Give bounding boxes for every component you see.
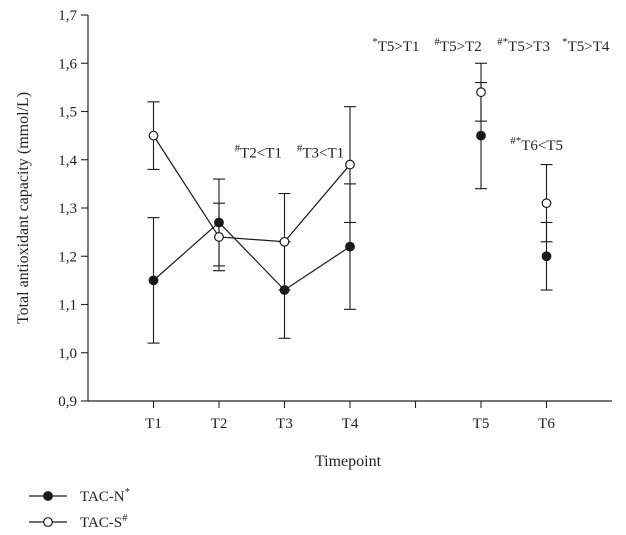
y-tick-label: 1,1 [58,298,77,314]
data-point-tac-s-t2 [214,232,224,242]
annotation-mark: # [235,142,241,154]
legend-label: TAC-S# [80,512,128,531]
data-point-tac-s-t1 [148,130,159,141]
annotation-text: T3<T1 [302,145,344,161]
annotation-text: T5>T4 [568,39,610,55]
legend-item-tac-s: TAC-S# [29,512,128,531]
annotation-text: T5>T1 [378,39,420,55]
y-tick-label: 1,6 [58,56,77,72]
x-tick-label: T3 [276,416,293,432]
y-tick-label: 0,9 [58,394,77,410]
data-point-tac-n-t4 [345,241,355,252]
annotation-t5a: *T5>T1 [372,36,419,55]
data-point-tac-n-t1 [148,275,159,286]
legend-label: TAC-N* [80,486,130,505]
annotation-text: T6<T5 [521,138,563,154]
y-tick-label: 1,2 [58,249,77,265]
annotation-mark: #* [510,135,521,147]
legend: TAC-N* TAC-S# [29,486,130,531]
annotation-t5d: *T5>T4 [562,36,610,55]
y-tick-label: 1,4 [58,153,77,169]
annotations: #T2<T1 #T3<T1*T5>T1 #T5>T2 #*T5>T3 *T5>T4#*T… [235,36,610,161]
annotation-mark: # [297,142,303,154]
series-tac-s [147,62,553,291]
x-tick-label: T5 [473,416,490,432]
data-point-tac-s-t5 [476,87,486,98]
annotation-t6: #*T6<T5 [510,135,563,154]
annotation-t3: #T3<T1 [297,142,344,161]
legend-marker [43,517,53,527]
legend-marker [43,491,53,501]
annotation-mark: # [434,36,440,48]
x-tick-label: T6 [538,416,555,432]
y-tick-label: 1,0 [58,346,77,362]
x-axis-title: Timepoint [315,453,382,470]
data-point-tac-n-t5 [476,130,486,141]
annotation-mark: #* [497,36,508,48]
y-tick-label: 1,5 [58,105,77,121]
x-tick-label: T4 [342,416,359,432]
series-line [152,135,351,243]
legend-series-name: TAC-S [80,515,122,531]
y-tick-label: 1,3 [58,201,77,217]
annotation-mark: * [372,36,378,48]
data-point-tac-n-t6 [541,251,552,262]
annotation-t5b: #T5>T2 [434,36,481,55]
legend-superscript: # [122,512,128,524]
legend-item-tac-n: TAC-N* [29,486,130,505]
series-layer [147,62,553,344]
series-line [153,221,351,291]
data-point-tac-s-t6 [541,198,552,209]
legend-superscript: * [125,486,131,498]
annotation-text: T2<T1 [240,145,282,161]
x-tick-label: T2 [211,416,228,432]
annotation-text: T5>T3 [508,39,550,55]
annotation-t2: #T2<T1 [235,142,282,161]
data-point-tac-s-t4 [345,159,355,170]
annotation-mark: * [562,36,568,48]
axes: 0,9 1,0 1,1 1,2 1,3 1,4 1,5 1,6 1,7 T1 T2 T3 T4 T5 T6 T… [15,8,612,470]
y-tick-label: 1,7 [58,8,77,24]
annotation-t5c: #*T5>T3 [497,36,550,55]
x-tick-label: T1 [145,416,162,432]
data-point-tac-s-t3 [279,236,290,247]
annotation-text: T5>T2 [440,39,482,55]
y-axis-title: Total antioxidant capacity (mmol/L) [15,92,32,324]
legend-series-name: TAC-N [80,489,125,505]
